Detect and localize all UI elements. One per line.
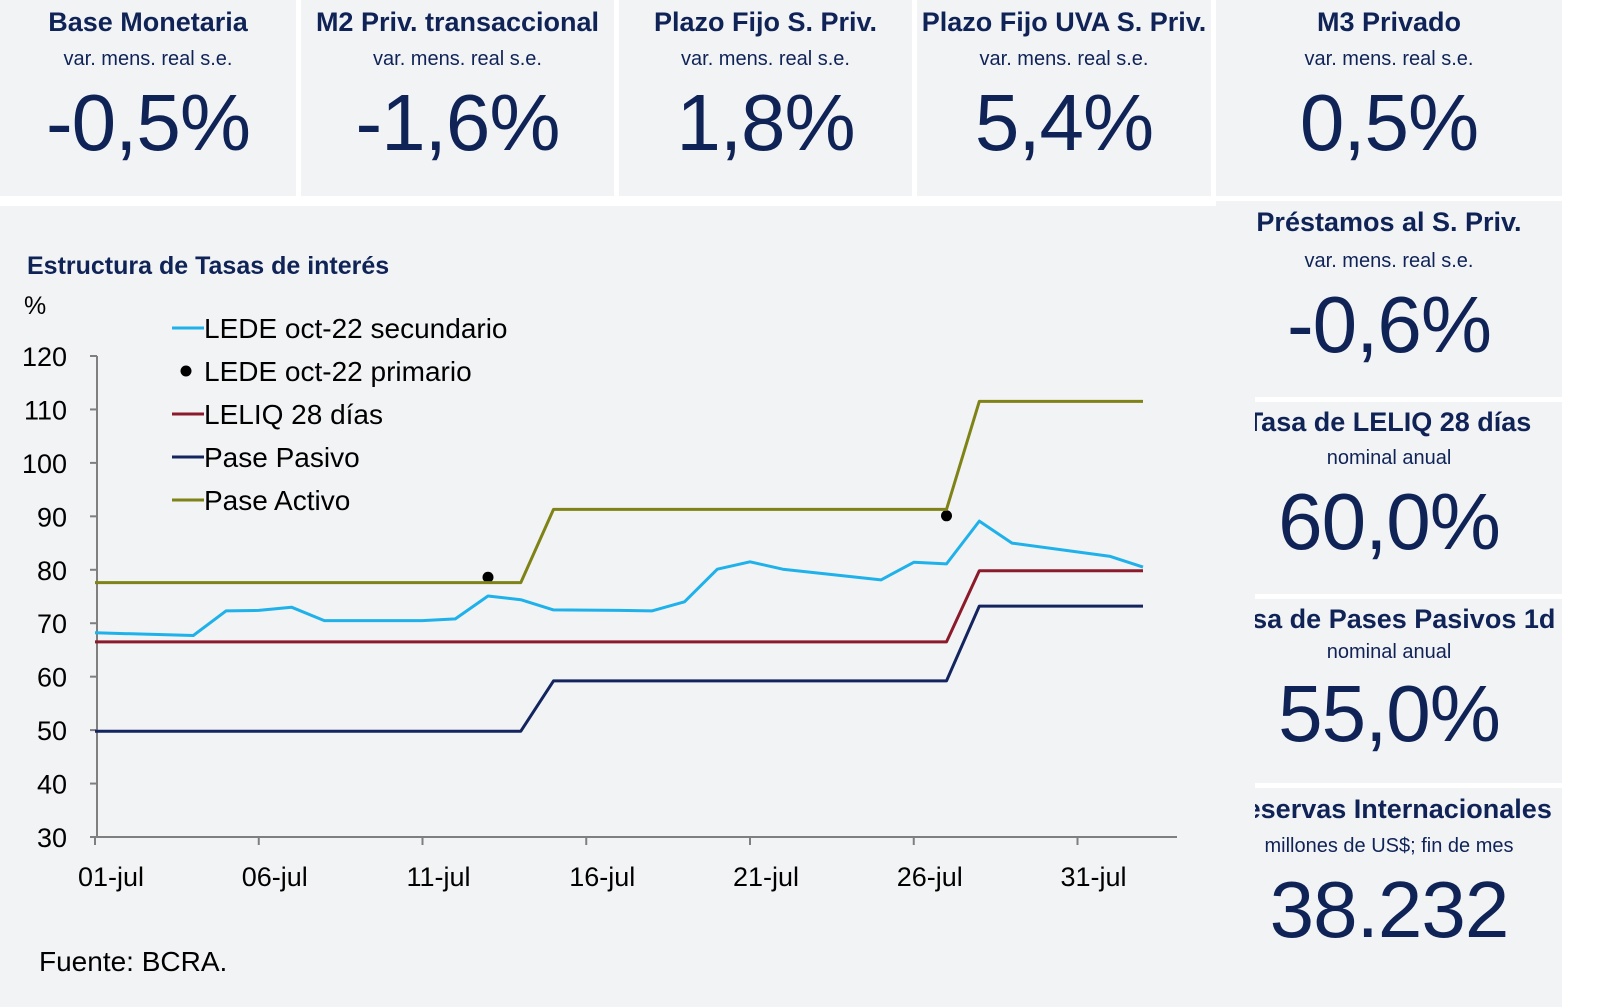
series-line-lede-sec xyxy=(94,519,1144,637)
legend-label: LELIQ 28 días xyxy=(204,399,383,430)
chart-axes: 30 40 50 60 70 80 90 100 110 120% 01-jul 06-jul 11-j… xyxy=(22,292,1177,892)
card-value: 1,8% xyxy=(676,78,855,167)
card-value: 5,4% xyxy=(974,78,1154,167)
chart-series xyxy=(94,399,1144,733)
card-title: Tasa de Pases Pasivos 1d xyxy=(1222,604,1556,634)
card-base-monetaria: Base Monetaria var. mens. real s.e. -0,5… xyxy=(0,0,296,196)
card-subtitle: var. mens. real s.e. xyxy=(681,48,850,70)
x-tick-label: 21-jul xyxy=(733,862,799,892)
card-reservas: Reservas Internacionales millones de US$… xyxy=(1216,788,1562,1007)
x-tick-label: 06-jul xyxy=(242,862,308,892)
card-subtitle: var. mens. real s.e. xyxy=(373,48,542,70)
legend-swatch xyxy=(180,365,192,377)
y-tick-label: 60 xyxy=(37,663,67,693)
card-subtitle: nominal anual xyxy=(1326,641,1452,663)
card-value: -0,5% xyxy=(46,78,251,167)
y-axis-label: % xyxy=(24,292,46,320)
card-prestamos: Préstamos al S. Priv. var. mens. real s.… xyxy=(1216,201,1562,397)
chart-source: Fuente: BCRA. xyxy=(39,946,228,977)
card-value: 38.232 xyxy=(1269,865,1510,954)
card-leliq: Tasa de LELIQ 28 días nominal anual 60,0… xyxy=(1216,402,1562,594)
y-tick-label: 40 xyxy=(37,770,67,800)
y-tick-label: 70 xyxy=(37,609,67,639)
card-subtitle: millones de US$; fin de mes xyxy=(1264,835,1514,857)
x-tick-label: 26-jul xyxy=(897,862,963,892)
card-value: -0,6% xyxy=(1287,280,1492,369)
x-tick-label: 31-jul xyxy=(1060,862,1126,892)
card-value: 0,5% xyxy=(1299,78,1479,167)
series-point-lede-prim xyxy=(941,510,952,522)
card-title: Préstamos al S. Priv. xyxy=(1256,207,1522,237)
card-value: -1,6% xyxy=(355,78,561,167)
series-line-pase-pasivo xyxy=(95,604,1143,733)
interest-rate-chart: 30 40 50 60 70 80 90 100 110 120% 01-jul 06-jul 11-j… xyxy=(22,292,1177,892)
x-tick-label: 01-jul xyxy=(78,862,144,892)
y-tick-label: 50 xyxy=(37,716,67,746)
chart-legend: LEDE oct-22 secundario LEDE oct-22 primar… xyxy=(172,313,508,516)
card-title: Tasa de LELIQ 28 días xyxy=(1246,407,1532,437)
card-value: 55,0% xyxy=(1278,669,1501,758)
card-value: 60,0% xyxy=(1278,477,1501,566)
y-tick-label: 30 xyxy=(37,823,67,853)
chart-title: Estructura de Tasas de interés xyxy=(27,252,390,280)
legend-label: Pase Pasivo xyxy=(204,442,360,473)
card-title: M2 Priv. transaccional xyxy=(315,7,600,37)
y-tick-label: 90 xyxy=(37,502,67,532)
card-m3-privado: M3 Privado var. mens. real s.e. 0,5% xyxy=(1216,0,1562,196)
card-title: Base Monetaria xyxy=(48,7,248,37)
card-subtitle: nominal anual xyxy=(1326,447,1452,469)
series-line-leliq xyxy=(95,569,1143,644)
card-title: Plazo Fijo S. Priv. xyxy=(653,7,878,37)
card-title: M3 Privado xyxy=(1316,7,1462,37)
card-pases-pasivos: Tasa de Pases Pasivos 1d nominal anual 5… xyxy=(1216,599,1562,783)
card-subtitle: var. mens. real s.e. xyxy=(1304,48,1474,70)
card-title: Reservas Internacionales xyxy=(1226,794,1552,824)
card-m2-priv: M2 Priv. transaccional var. mens. real s… xyxy=(301,0,614,196)
card-subtitle: var. mens. real s.e. xyxy=(63,48,233,70)
y-tick-label: 80 xyxy=(37,556,67,586)
legend-label: Pase Activo xyxy=(204,485,350,516)
y-tick-label: 120 xyxy=(22,342,67,372)
card-plazo-fijo-uva: Plazo Fijo UVA S. Priv. var. mens. real … xyxy=(917,0,1211,196)
x-tick-label: 16-jul xyxy=(569,862,635,892)
card-subtitle: var. mens. real s.e. xyxy=(979,48,1149,70)
y-tick-label: 100 xyxy=(22,449,67,479)
card-title: Plazo Fijo UVA S. Priv. xyxy=(921,7,1207,37)
card-subtitle: var. mens. real s.e. xyxy=(1304,250,1474,272)
x-tick-label: 11-jul xyxy=(406,862,470,892)
y-tick-label: 110 xyxy=(24,395,67,425)
legend-label: LEDE oct-22 primario xyxy=(204,356,472,387)
card-plazo-fijo: Plazo Fijo S. Priv. var. mens. real s.e.… xyxy=(619,0,912,196)
legend-label: LEDE oct-22 secundario xyxy=(204,313,508,344)
series-line-pase-activo xyxy=(95,399,1143,585)
series-point-lede-prim xyxy=(482,571,494,583)
